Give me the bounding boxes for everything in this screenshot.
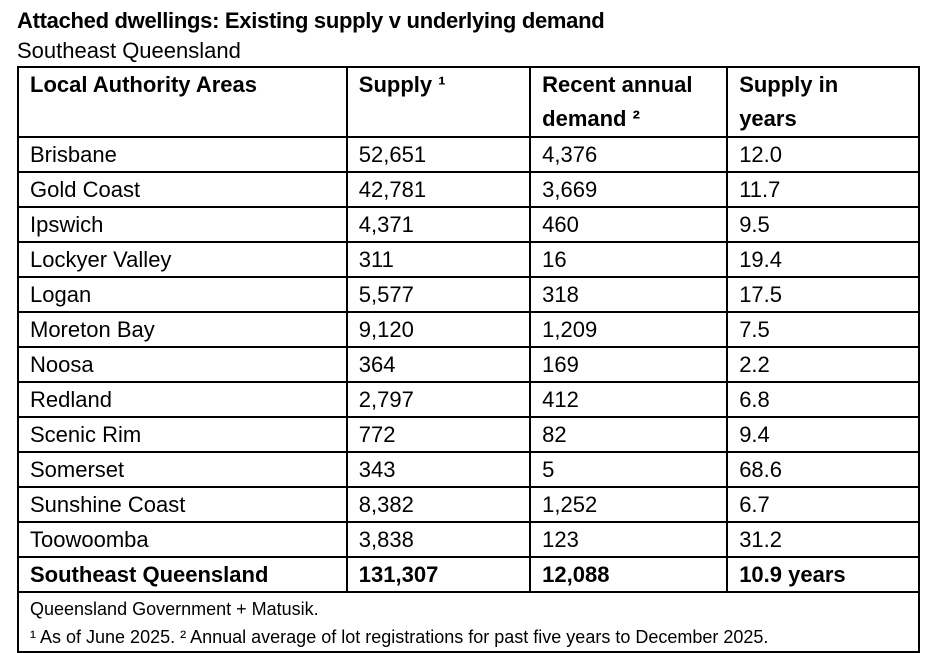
footnotes: ¹ As of June 2025. ² Annual average of l… bbox=[30, 627, 769, 647]
supply-cell: 772 bbox=[345, 416, 532, 453]
demand-cell: 16 bbox=[529, 241, 729, 278]
table-total-row: Southeast Queensland 131,307 12,088 10.9… bbox=[17, 556, 920, 593]
supply-cell: 343 bbox=[345, 451, 532, 488]
total-years-cell: 10.9 years bbox=[726, 556, 920, 593]
table-row: Sunshine Coast 8,382 1,252 6.7 bbox=[17, 486, 920, 523]
supply-cell: 3,838 bbox=[345, 521, 532, 558]
area-cell: Somerset bbox=[17, 451, 348, 488]
table-notes-row: Queensland Government + Matusik. ¹ As of… bbox=[17, 591, 920, 653]
years-cell: 9.5 bbox=[726, 206, 920, 243]
supply-cell: 52,651 bbox=[345, 136, 532, 173]
area-cell: Lockyer Valley bbox=[17, 241, 348, 278]
demand-cell: 1,252 bbox=[529, 486, 729, 523]
header-supply: Supply ¹ bbox=[345, 66, 532, 138]
table-row: Scenic Rim 772 82 9.4 bbox=[17, 416, 920, 453]
supply-cell: 311 bbox=[345, 241, 532, 278]
table-notes-cell: Queensland Government + Matusik. ¹ As of… bbox=[17, 591, 920, 653]
supply-cell: 8,382 bbox=[345, 486, 532, 523]
demand-cell: 1,209 bbox=[529, 311, 729, 348]
page-subtitle: Southeast Queensland bbox=[17, 38, 241, 63]
years-cell: 11.7 bbox=[726, 171, 920, 208]
demand-cell: 4,376 bbox=[529, 136, 729, 173]
header-recent-annual-demand-text: Recent annual demand ² bbox=[542, 72, 693, 131]
total-demand-cell: 12,088 bbox=[529, 556, 729, 593]
supply-cell: 5,577 bbox=[345, 276, 532, 313]
demand-cell: 3,669 bbox=[529, 171, 729, 208]
table-row: Gold Coast 42,781 3,669 11.7 bbox=[17, 171, 920, 208]
supply-cell: 9,120 bbox=[345, 311, 532, 348]
area-cell: Gold Coast bbox=[17, 171, 348, 208]
supply-cell: 4,371 bbox=[345, 206, 532, 243]
area-cell: Scenic Rim bbox=[17, 416, 348, 453]
years-cell: 17.5 bbox=[726, 276, 920, 313]
demand-cell: 82 bbox=[529, 416, 729, 453]
table-row: Noosa 364 169 2.2 bbox=[17, 346, 920, 383]
table-row: Ipswich 4,371 460 9.5 bbox=[17, 206, 920, 243]
table-row: Moreton Bay 9,120 1,209 7.5 bbox=[17, 311, 920, 348]
years-cell: 68.6 bbox=[726, 451, 920, 488]
demand-cell: 412 bbox=[529, 381, 729, 418]
supply-demand-table: Local Authority Areas Supply ¹ Recent an… bbox=[17, 66, 920, 653]
demand-cell: 460 bbox=[529, 206, 729, 243]
years-cell: 9.4 bbox=[726, 416, 920, 453]
supply-cell: 42,781 bbox=[345, 171, 532, 208]
years-cell: 2.2 bbox=[726, 346, 920, 383]
years-cell: 6.8 bbox=[726, 381, 920, 418]
header-local-authority-areas: Local Authority Areas bbox=[17, 66, 348, 138]
demand-cell: 5 bbox=[529, 451, 729, 488]
table-row: Somerset 343 5 68.6 bbox=[17, 451, 920, 488]
page-title: Attached dwellings: Existing supply v un… bbox=[17, 8, 605, 33]
table-row: Brisbane 52,651 4,376 12.0 bbox=[17, 136, 920, 173]
demand-cell: 123 bbox=[529, 521, 729, 558]
area-cell: Brisbane bbox=[17, 136, 348, 173]
supply-cell: 2,797 bbox=[345, 381, 532, 418]
area-cell: Redland bbox=[17, 381, 348, 418]
header-recent-annual-demand: Recent annual demand ² bbox=[529, 66, 729, 138]
table-row: Logan 5,577 318 17.5 bbox=[17, 276, 920, 313]
total-region-cell: Southeast Queensland bbox=[17, 556, 348, 593]
years-cell: 12.0 bbox=[726, 136, 920, 173]
area-cell: Toowoomba bbox=[17, 521, 348, 558]
total-supply-cell: 131,307 bbox=[345, 556, 532, 593]
area-cell: Ipswich bbox=[17, 206, 348, 243]
area-cell: Moreton Bay bbox=[17, 311, 348, 348]
table-row: Lockyer Valley 311 16 19.4 bbox=[17, 241, 920, 278]
source-note: Queensland Government + Matusik. bbox=[30, 599, 319, 619]
years-cell: 6.7 bbox=[726, 486, 920, 523]
demand-cell: 318 bbox=[529, 276, 729, 313]
table-row: Toowoomba 3,838 123 31.2 bbox=[17, 521, 920, 558]
area-cell: Logan bbox=[17, 276, 348, 313]
years-cell: 7.5 bbox=[726, 311, 920, 348]
table-header-row: Local Authority Areas Supply ¹ Recent an… bbox=[17, 66, 920, 138]
header-supply-in-years-text: Supply in years bbox=[739, 72, 839, 131]
area-cell: Sunshine Coast bbox=[17, 486, 348, 523]
document: Attached dwellings: Existing supply v un… bbox=[17, 6, 920, 653]
years-cell: 19.4 bbox=[726, 241, 920, 278]
table-row: Redland 2,797 412 6.8 bbox=[17, 381, 920, 418]
supply-cell: 364 bbox=[345, 346, 532, 383]
area-cell: Noosa bbox=[17, 346, 348, 383]
demand-cell: 169 bbox=[529, 346, 729, 383]
header-supply-in-years: Supply in years bbox=[726, 66, 920, 138]
years-cell: 31.2 bbox=[726, 521, 920, 558]
